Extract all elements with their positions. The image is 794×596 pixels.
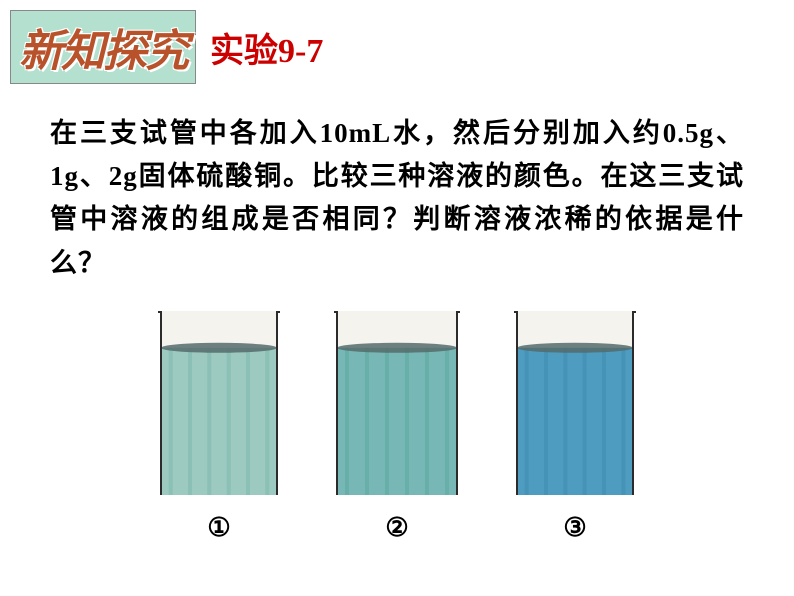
tube-1-svg xyxy=(155,311,283,495)
tube-3-column: ③ xyxy=(511,311,639,543)
experiment-label: 实验9-7 xyxy=(210,23,323,72)
tube-2-svg xyxy=(331,311,463,495)
tube-2-label: ② xyxy=(385,513,408,543)
test-tube-row: ① ② ③ xyxy=(0,311,794,543)
tube-1-label: ① xyxy=(207,513,230,543)
tube-3-svg xyxy=(511,311,639,495)
section-badge: 新知探究 xyxy=(10,10,196,84)
experiment-description: 在三支试管中各加入10mL水，然后分别加入约0.5g、1g、2g固体硫酸铜。比较… xyxy=(50,112,744,285)
tube-3-label: ③ xyxy=(563,513,586,543)
tube-2-column: ② xyxy=(331,311,463,543)
section-badge-text: 新知探究 xyxy=(19,27,187,76)
tube-1-column: ① xyxy=(155,311,283,543)
